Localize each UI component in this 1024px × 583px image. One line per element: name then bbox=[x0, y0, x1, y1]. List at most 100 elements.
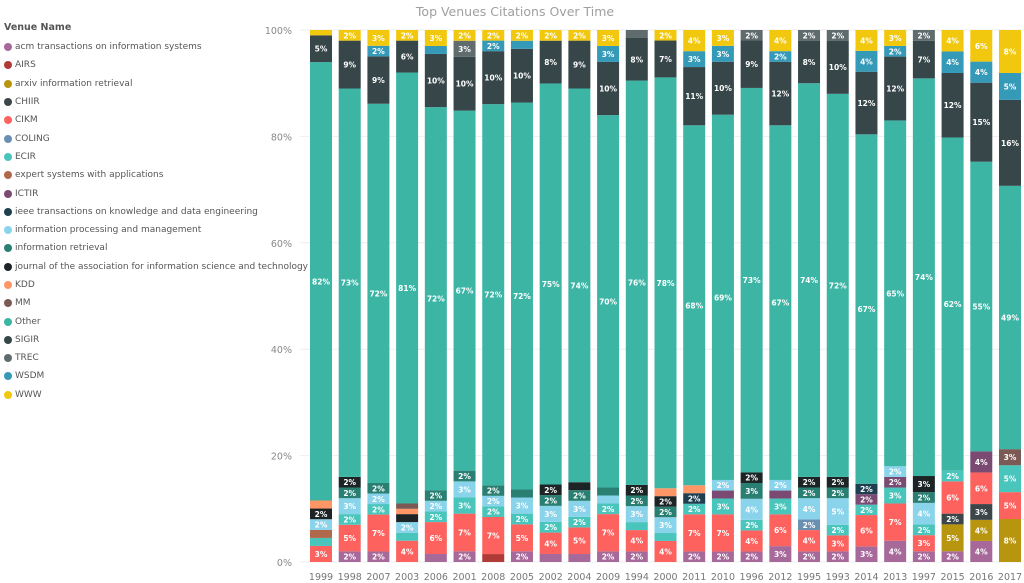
bar-segment[interactable] bbox=[769, 61, 792, 126]
bar-segment[interactable] bbox=[338, 487, 361, 499]
bar-segment[interactable] bbox=[683, 67, 706, 126]
bar-segment[interactable] bbox=[970, 519, 993, 541]
bar-segment[interactable] bbox=[769, 490, 792, 499]
bar-segment[interactable] bbox=[338, 524, 361, 552]
bar-segment[interactable] bbox=[510, 40, 533, 49]
bar-segment[interactable] bbox=[855, 50, 878, 72]
bar-segment[interactable] bbox=[482, 30, 505, 41]
bar-segment[interactable] bbox=[367, 493, 390, 505]
bar-segment[interactable] bbox=[999, 465, 1021, 493]
bar-segment[interactable] bbox=[597, 503, 620, 515]
bar-segment[interactable] bbox=[999, 99, 1021, 186]
bar-segment[interactable] bbox=[453, 470, 476, 482]
bar-segment[interactable] bbox=[798, 487, 821, 499]
bar-segment[interactable] bbox=[740, 482, 763, 499]
bar-segment[interactable] bbox=[310, 500, 332, 509]
bar-segment[interactable] bbox=[884, 45, 907, 57]
bar-segment[interactable] bbox=[941, 30, 964, 52]
bar-segment[interactable] bbox=[482, 485, 505, 496]
bar-segment[interactable] bbox=[625, 80, 648, 485]
bar-segment[interactable] bbox=[625, 506, 648, 523]
legend-item[interactable]: KDD bbox=[4, 276, 274, 294]
bar-segment[interactable] bbox=[482, 506, 505, 518]
bar-segment[interactable] bbox=[338, 498, 361, 515]
bar-segment[interactable] bbox=[769, 479, 792, 491]
bar-segment[interactable] bbox=[855, 515, 878, 547]
bar-segment[interactable] bbox=[654, 517, 677, 534]
legend-item[interactable]: ICTIR bbox=[4, 184, 274, 202]
bar-segment[interactable] bbox=[711, 551, 734, 562]
bar-segment[interactable] bbox=[683, 30, 706, 52]
bar-segment[interactable] bbox=[912, 30, 935, 41]
bar-segment[interactable] bbox=[568, 527, 591, 555]
bar-segment[interactable] bbox=[999, 30, 1021, 73]
bar-segment[interactable] bbox=[396, 72, 419, 504]
bar-segment[interactable] bbox=[625, 37, 648, 81]
bar-segment[interactable] bbox=[798, 530, 821, 552]
bar-segment[interactable] bbox=[855, 494, 878, 505]
bar-segment[interactable] bbox=[798, 40, 821, 84]
bar-segment[interactable] bbox=[683, 51, 706, 68]
bar-segment[interactable] bbox=[625, 30, 648, 38]
bar-segment[interactable] bbox=[510, 30, 533, 41]
bar-segment[interactable] bbox=[711, 490, 734, 499]
bar-segment[interactable] bbox=[539, 30, 562, 41]
bar-segment[interactable] bbox=[424, 522, 447, 555]
bar-segment[interactable] bbox=[482, 517, 505, 555]
bar-segment[interactable] bbox=[597, 514, 620, 552]
bar-segment[interactable] bbox=[999, 449, 1021, 466]
bar-segment[interactable] bbox=[482, 51, 505, 105]
legend-item[interactable]: acm transactions on information systems bbox=[4, 38, 274, 56]
bar-segment[interactable] bbox=[539, 484, 562, 496]
bar-segment[interactable] bbox=[396, 30, 419, 41]
bar-segment[interactable] bbox=[510, 513, 533, 525]
bar-segment[interactable] bbox=[396, 522, 419, 533]
bar-segment[interactable] bbox=[424, 53, 447, 108]
bar-segment[interactable] bbox=[941, 51, 964, 73]
bar-segment[interactable] bbox=[310, 30, 332, 36]
bar-segment[interactable] bbox=[798, 476, 821, 488]
bar-segment[interactable] bbox=[826, 524, 849, 536]
bar-segment[interactable] bbox=[826, 535, 849, 552]
bar-segment[interactable] bbox=[510, 551, 533, 562]
bar-segment[interactable] bbox=[396, 540, 419, 562]
bar-segment[interactable] bbox=[482, 40, 505, 52]
bar-segment[interactable] bbox=[740, 87, 763, 473]
bar-segment[interactable] bbox=[654, 77, 677, 489]
bar-segment[interactable] bbox=[683, 125, 706, 486]
bar-segment[interactable] bbox=[367, 504, 390, 515]
bar-segment[interactable] bbox=[338, 40, 361, 89]
bar-segment[interactable] bbox=[654, 488, 677, 497]
bar-segment[interactable] bbox=[884, 56, 907, 121]
bar-segment[interactable] bbox=[912, 476, 935, 493]
bar-segment[interactable] bbox=[884, 120, 907, 467]
bar-segment[interactable] bbox=[740, 30, 763, 41]
bar-segment[interactable] bbox=[826, 93, 849, 477]
bar-segment[interactable] bbox=[338, 476, 361, 488]
legend-item[interactable]: COLING bbox=[4, 129, 274, 147]
bar-segment[interactable] bbox=[396, 503, 419, 509]
legend-item[interactable]: expert systems with applications bbox=[4, 166, 274, 184]
bar-segment[interactable] bbox=[597, 30, 620, 46]
bar-segment[interactable] bbox=[510, 524, 533, 552]
bar-segment[interactable] bbox=[999, 519, 1021, 562]
bar-segment[interactable] bbox=[769, 498, 792, 515]
bar-segment[interactable] bbox=[970, 61, 993, 83]
bar-segment[interactable] bbox=[367, 45, 390, 57]
bar-segment[interactable] bbox=[539, 495, 562, 506]
bar-segment[interactable] bbox=[855, 134, 878, 484]
bar-segment[interactable] bbox=[568, 490, 591, 501]
bar-segment[interactable] bbox=[941, 524, 964, 552]
bar-segment[interactable] bbox=[740, 530, 763, 552]
bar-segment[interactable] bbox=[453, 30, 476, 41]
bar-segment[interactable] bbox=[310, 62, 332, 501]
bar-segment[interactable] bbox=[310, 508, 332, 520]
bar-segment[interactable] bbox=[711, 498, 734, 515]
bar-segment[interactable] bbox=[539, 505, 562, 522]
bar-segment[interactable] bbox=[338, 88, 361, 477]
bar-segment[interactable] bbox=[740, 40, 763, 88]
bar-segment[interactable] bbox=[912, 492, 935, 503]
bar-segment[interactable] bbox=[654, 496, 677, 507]
legend-item[interactable]: CHIIR bbox=[4, 93, 274, 111]
bar-segment[interactable] bbox=[453, 481, 476, 498]
